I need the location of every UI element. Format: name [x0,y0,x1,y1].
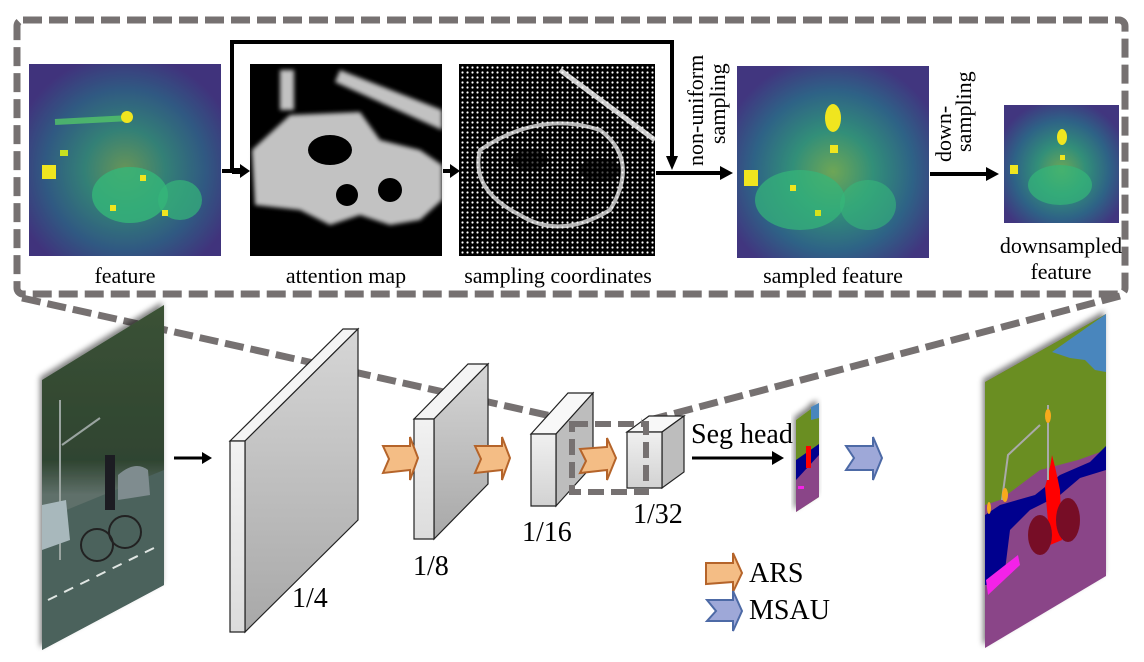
projection-line-right [641,292,1121,426]
low-res-segmentation [796,403,819,512]
scale-label-1-32: 1/32 [633,499,683,530]
input-image [42,305,164,650]
non-uniform-sampling-label-line2: sampling [705,63,730,144]
downsampled-feature-label-line1: downsampled [999,233,1123,258]
sampling-coordinates-label: sampling coordinates [464,263,652,288]
scale-label-1-8: 1/8 [413,551,449,582]
ars-arrow [578,437,618,481]
seg-head-label: Seg head [691,419,793,450]
feature-slab-1-4 [228,327,360,634]
arrow-attention-to-coords [443,164,460,178]
sampled-feature-image [737,66,929,258]
bypass-arrow [222,40,674,173]
arrow-to-sampled-feature [656,166,733,180]
msau-arrow [844,436,884,481]
downsampled-feature-image [1004,105,1119,223]
sampled-feature-label: sampled feature [763,263,903,288]
downsampled-feature-label-line2: feature [1030,259,1092,284]
feature-cube-1-32 [625,414,686,490]
arrow-input-to-encoder [174,452,212,464]
zoom-detail-frame [13,16,1129,298]
feature-slab-1-8 [412,362,490,541]
ars-arrow [473,436,512,481]
attention-map-image [250,64,442,256]
scale-label-1-4: 1/4 [292,583,328,614]
legend-msau-icon [704,590,744,632]
scale-label-1-16: 1/16 [522,517,572,548]
seg-head-arrow [692,451,784,465]
arrow-into-attention [232,164,250,178]
bypass-arrowhead [666,156,678,170]
high-res-segmentation [985,314,1106,648]
ars-arrow [381,436,420,481]
down-sampling-label-line2: sampling [951,71,976,152]
legend-msau-label: MSAU [749,595,830,626]
feature-label: feature [94,263,156,288]
legend-ars-label: ARS [749,558,804,589]
attention-map-label: attention map [285,263,407,288]
zoom-source-box [569,421,649,495]
arrow-to-downsampled-feature [930,167,999,181]
legend-ars-icon [705,552,744,593]
sampling-coordinates-image [459,64,657,256]
feature-map-image [29,64,221,256]
